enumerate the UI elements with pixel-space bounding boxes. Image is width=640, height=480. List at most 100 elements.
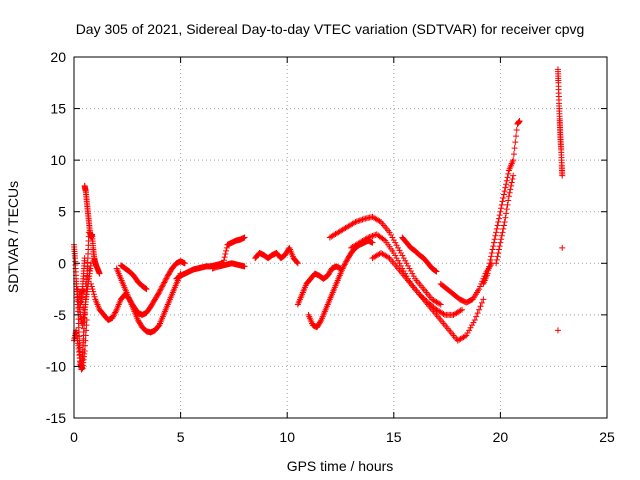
data-point [399,252,406,259]
data-point [495,219,502,226]
data-point [395,244,402,251]
data-point [181,260,188,267]
data-point [498,236,505,243]
data-point [513,127,520,134]
data-point [88,280,95,287]
data-point [409,270,416,277]
data-point [554,327,561,334]
x-tick-label: 25 [599,429,615,445]
data-point [497,208,504,215]
data-point [221,254,228,261]
data-point [82,337,89,344]
data-point [474,310,481,317]
x-tick-label: 10 [279,429,295,445]
y-axis-label: SDTVAR / TECUs [5,181,21,293]
data-point [110,312,117,319]
data-point [366,233,373,240]
data-point [241,234,248,241]
data-point [83,327,90,334]
data-point [466,327,473,334]
data-point [433,268,440,275]
data-point [317,318,324,325]
data-point [91,293,98,300]
data-point [109,314,116,321]
data-point [464,329,471,336]
data-point [508,182,515,189]
data-point [508,179,515,186]
data-point [386,229,393,236]
data-point [501,219,508,226]
data-point [437,301,444,308]
series-arc-10.5-12.5h [294,263,344,308]
data-point [393,255,400,262]
data-point [503,206,510,213]
data-point [339,265,346,272]
data-point [164,274,171,281]
series-arc-11-14h-lower [305,237,376,331]
data-point [499,198,506,205]
data-point [158,285,165,292]
data-point [509,176,516,183]
data-point [241,263,248,270]
data-point [369,239,376,246]
series-arc-17.5-19.5h [437,260,495,306]
grid-lines [74,57,607,418]
y-tick-label: 10 [50,152,66,168]
data-point [156,287,163,294]
data-point [86,267,93,274]
data-point [468,322,475,329]
data-point [396,260,403,267]
data-point [402,257,409,264]
chart-title: Day 305 of 2021, Sidereal Day-to-day VTE… [76,21,585,37]
plot-frame [73,56,608,419]
data-point [410,273,417,280]
data-point [503,210,510,217]
data-point [222,251,229,258]
data-point [89,286,96,293]
data-point [223,244,230,251]
series-arc-6.5-8h-low [209,260,248,272]
series-arc-12-17h-upper [326,213,444,308]
data-point [496,212,503,219]
data-point [142,285,149,292]
data-point [463,332,470,339]
data-point [159,282,166,289]
tick-marks [73,56,608,419]
data-point [493,256,500,263]
data-point [392,252,399,259]
y-tick-label: -5 [54,307,67,323]
data-point [494,222,501,229]
data-point [432,268,439,275]
data-point [491,239,498,246]
data-point [356,217,363,224]
data-point [81,347,88,354]
data-point [503,177,510,184]
data-point [155,323,162,330]
data-point [363,235,370,242]
data-point [392,239,399,246]
data-point [500,225,507,232]
data-point [477,303,484,310]
data-point [403,260,410,267]
data-point [353,218,360,225]
series-arc-15.5-17h [399,234,440,275]
data-point [471,317,478,324]
data-point [461,333,468,340]
data-point [486,263,493,270]
data-point [505,193,512,200]
data-point [498,201,505,208]
data-point [500,191,507,198]
data-point [504,174,511,181]
data-point [491,236,498,243]
data-point [480,296,487,303]
y-tick-labels: -15 -10 -5 0 5 10 15 20 [46,49,66,426]
data-point [159,283,166,290]
data-point [493,229,500,236]
data-point [488,253,495,260]
data-point [407,268,414,275]
data-point [395,257,402,264]
data-point [396,247,403,254]
data-point [513,133,520,140]
data-point [484,270,491,277]
x-tick-label: 0 [70,429,78,445]
